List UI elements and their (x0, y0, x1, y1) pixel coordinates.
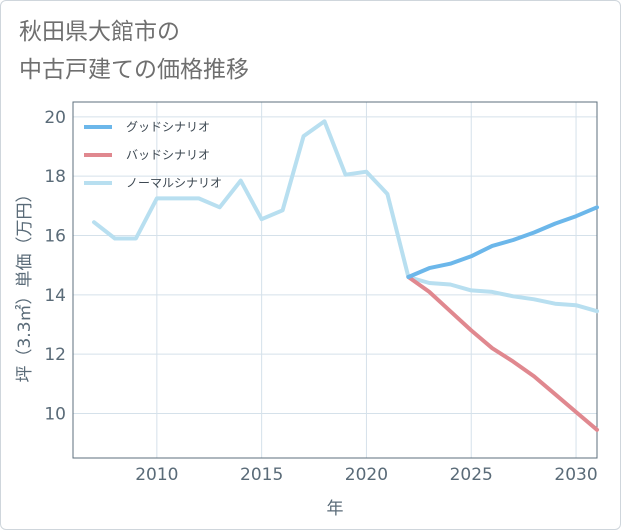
plot-frame (72, 101, 598, 459)
x-tick-label: 2030 (554, 465, 597, 485)
y-tick-label: 10 (44, 405, 66, 425)
x-axis-title: 年 (327, 499, 344, 519)
series-line-1 (406, 275, 599, 432)
y-tick-label: 12 (44, 345, 66, 365)
y-tick-label: 20 (44, 108, 66, 128)
y-axis-title: 坪（3.3㎡）単価（万円） (15, 185, 35, 382)
legend-label: バッドシナリオ (126, 148, 210, 162)
y-tick-label: 18 (44, 167, 66, 187)
x-tick-labels: 2010 2015 2020 2025 2030 (135, 465, 597, 485)
legend-label: ノーマルシナリオ (126, 176, 222, 190)
y-tick-label: 16 (44, 227, 66, 247)
x-tick-label: 2025 (450, 465, 493, 485)
x-tick-label: 2015 (240, 465, 283, 485)
series-line-2 (92, 119, 599, 314)
series-line-0 (406, 205, 599, 279)
chart-title: 秋田県大館市の 中古戸建ての価格推移 (19, 13, 249, 89)
series-layer (92, 119, 599, 432)
x-tick-label: 2020 (345, 465, 388, 485)
title-line-1: 秋田県大館市の (19, 19, 180, 45)
legend-label: グッドシナリオ (126, 120, 210, 134)
y-tick-label: 14 (44, 286, 66, 306)
x-tick-label: 2010 (135, 465, 178, 485)
title-line-2: 中古戸建ての価格推移 (19, 57, 249, 83)
y-tick-labels: 10 12 14 16 18 20 (44, 108, 66, 425)
